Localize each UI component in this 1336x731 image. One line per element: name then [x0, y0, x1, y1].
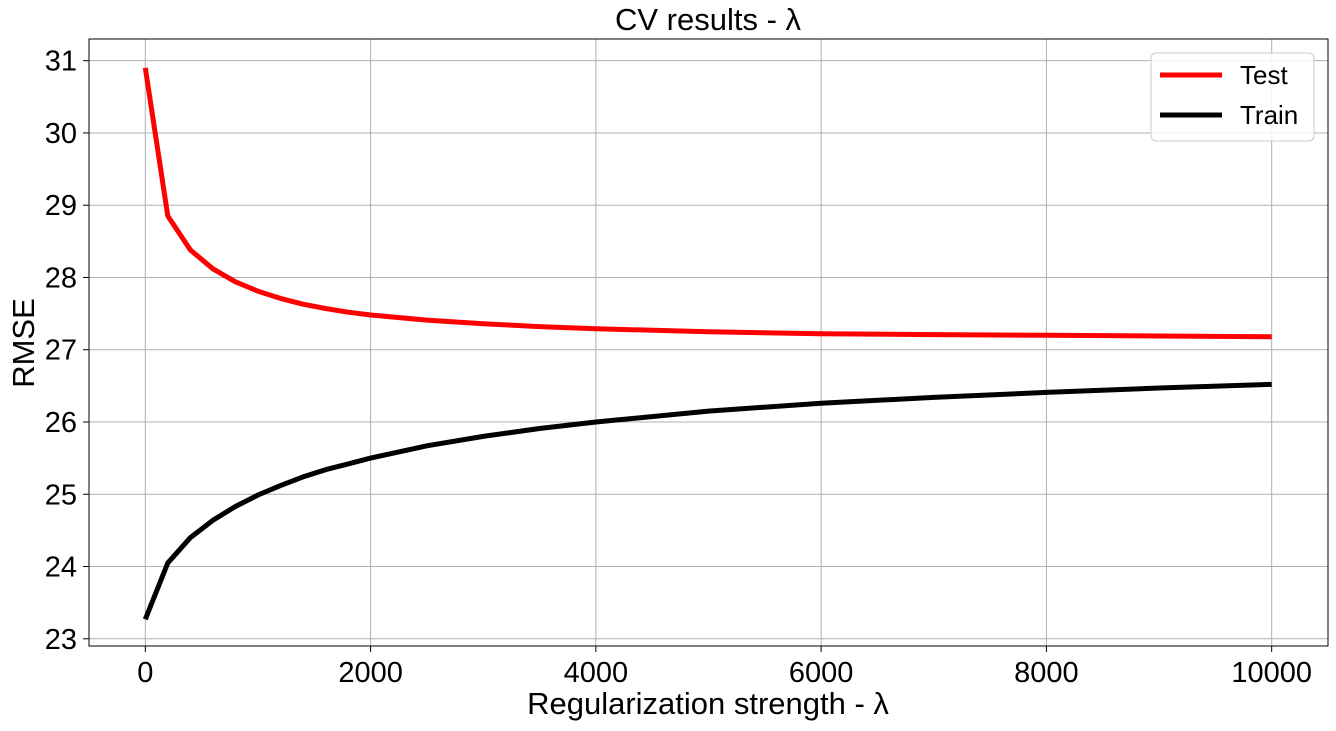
- x-tick-label: 8000: [1014, 657, 1079, 689]
- y-tick-label: 30: [45, 118, 77, 150]
- x-tick-label: 4000: [564, 657, 629, 689]
- y-tick-label: 31: [45, 46, 77, 78]
- grid-lines: [89, 39, 1328, 646]
- x-tick-label: 0: [137, 657, 153, 689]
- axis-ticks: 0 2000 4000 6000 8000 10000 23 24 25 26 27 28 29 30 31: [45, 46, 1312, 689]
- y-tick-label: 25: [45, 479, 77, 511]
- y-tick-label: 27: [45, 335, 77, 367]
- legend: Test Train: [1150, 52, 1315, 142]
- series-lines: [142, 67, 1272, 621]
- y-axis-label: RMSE: [6, 298, 41, 388]
- x-tick-label: 2000: [338, 657, 403, 689]
- x-axis-label: Regularization strength - λ: [527, 686, 889, 721]
- plot-frame: [88, 38, 1329, 647]
- y-tick-label: 23: [45, 624, 77, 656]
- legend-label-train: Train: [1240, 100, 1298, 130]
- y-tick-label: 29: [45, 190, 77, 222]
- y-tick-label: 24: [45, 552, 77, 584]
- chart-title: CV results - λ: [615, 2, 802, 37]
- x-tick-label: 10000: [1231, 657, 1312, 689]
- x-tick-label: 6000: [789, 657, 854, 689]
- y-tick-label: 26: [45, 407, 77, 439]
- legend-label-test: Test: [1240, 60, 1288, 90]
- series-line-train: [142, 381, 1272, 621]
- series-line-test: [142, 67, 1272, 340]
- y-tick-label: 28: [45, 262, 77, 294]
